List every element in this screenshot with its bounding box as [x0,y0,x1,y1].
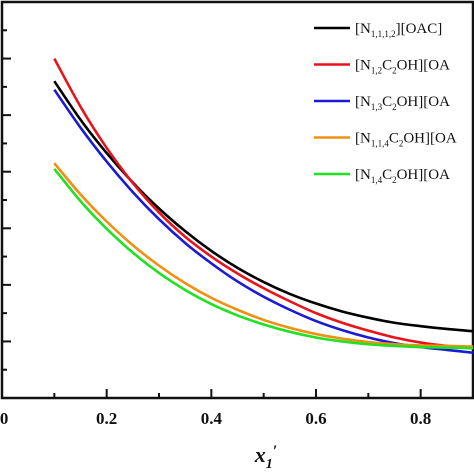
series-line [53,80,474,333]
series-line [53,168,474,350]
series-lines [53,57,474,355]
x-tick-label: 0.2 [96,409,117,428]
legend: [N1,1,1,2][OAC] [N1,2C2OH][OA [N1,3C2OH][O… [314,21,457,185]
legend-entry: [N1,2C2OH][OA [355,58,450,76]
x-tick-label: .0 [0,409,8,428]
x-tick-label: 0.6 [305,409,326,428]
legend-entry: [N1,1,1,2][OAC] [355,21,442,39]
series-line [53,57,474,350]
axes: .0 0.2 0.4 0.6 0.8 [0,0,474,428]
legend-entry: [N1,4C2OH][OA [355,167,450,185]
x-tick-label: 0.8 [410,409,431,428]
x-tick-label: 0.4 [201,409,223,428]
series-line [53,162,474,348]
legend-entry: [N1,1,4C2OH][OA [355,131,457,149]
x-axis-title: x1′ [254,442,278,472]
series-line [53,88,474,355]
legend-entry: [N1,3C2OH][OA [355,94,450,112]
